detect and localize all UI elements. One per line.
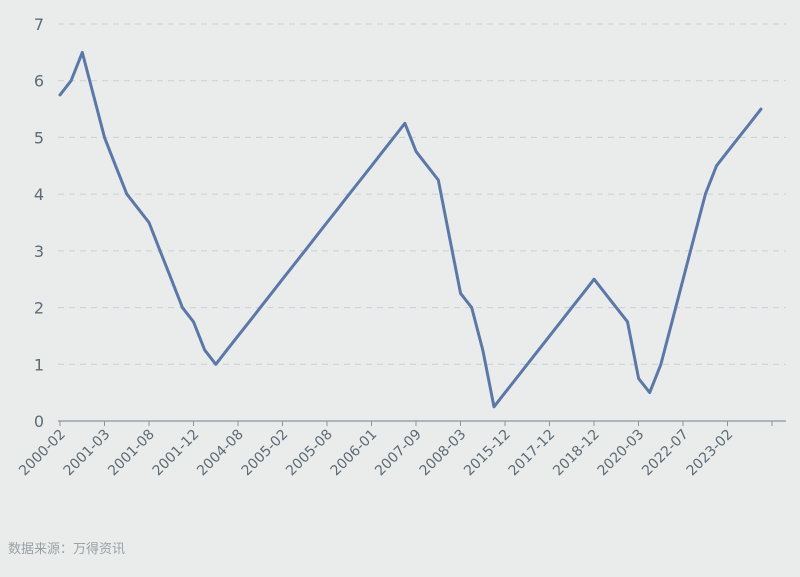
y-axis: 0 1 2 3 4 5 6 7 (34, 15, 44, 431)
series-line (58, 50, 763, 409)
gridlines (58, 23, 786, 365)
x-tick-labels: 2000-022001-032001-082001-122004-082005-… (16, 427, 736, 480)
series (58, 50, 763, 409)
x-tick-label: 2001-03 (61, 427, 114, 480)
y-tick-label: 4 (34, 185, 44, 204)
x-tick-label: 2018-12 (550, 427, 603, 480)
y-tick-label: 0 (34, 412, 44, 431)
x-tick-label: 2007-09 (372, 427, 425, 480)
x-axis (58, 420, 786, 426)
x-tick-label: 2004-08 (194, 427, 247, 480)
y-tick-label: 7 (34, 15, 44, 34)
source-note: 数据来源：万得资讯 (8, 542, 126, 557)
x-tick-label: 2020-03 (595, 427, 648, 480)
x-tick-label: 2001-08 (105, 427, 158, 480)
y-tick-label: 2 (34, 299, 44, 318)
x-tick-label: 2023-02 (684, 427, 737, 480)
x-tick-label: 2008-03 (417, 427, 470, 480)
x-tick-label: 2006-01 (328, 427, 381, 480)
y-tick-label: 6 (34, 72, 44, 91)
y-tick-label: 1 (34, 355, 44, 374)
x-tick-label: 2017-12 (506, 427, 559, 480)
x-tick-label: 2015-12 (461, 427, 514, 480)
x-tick-label: 2022-07 (639, 427, 692, 480)
x-tick-label: 2000-02 (16, 427, 69, 480)
y-tick-label: 5 (34, 128, 44, 147)
x-tick-label: 2005-02 (239, 427, 292, 480)
x-tick-label: 2005-08 (283, 427, 336, 480)
x-tick-label: 2001-12 (150, 427, 203, 480)
y-tick-label: 3 (34, 242, 44, 261)
